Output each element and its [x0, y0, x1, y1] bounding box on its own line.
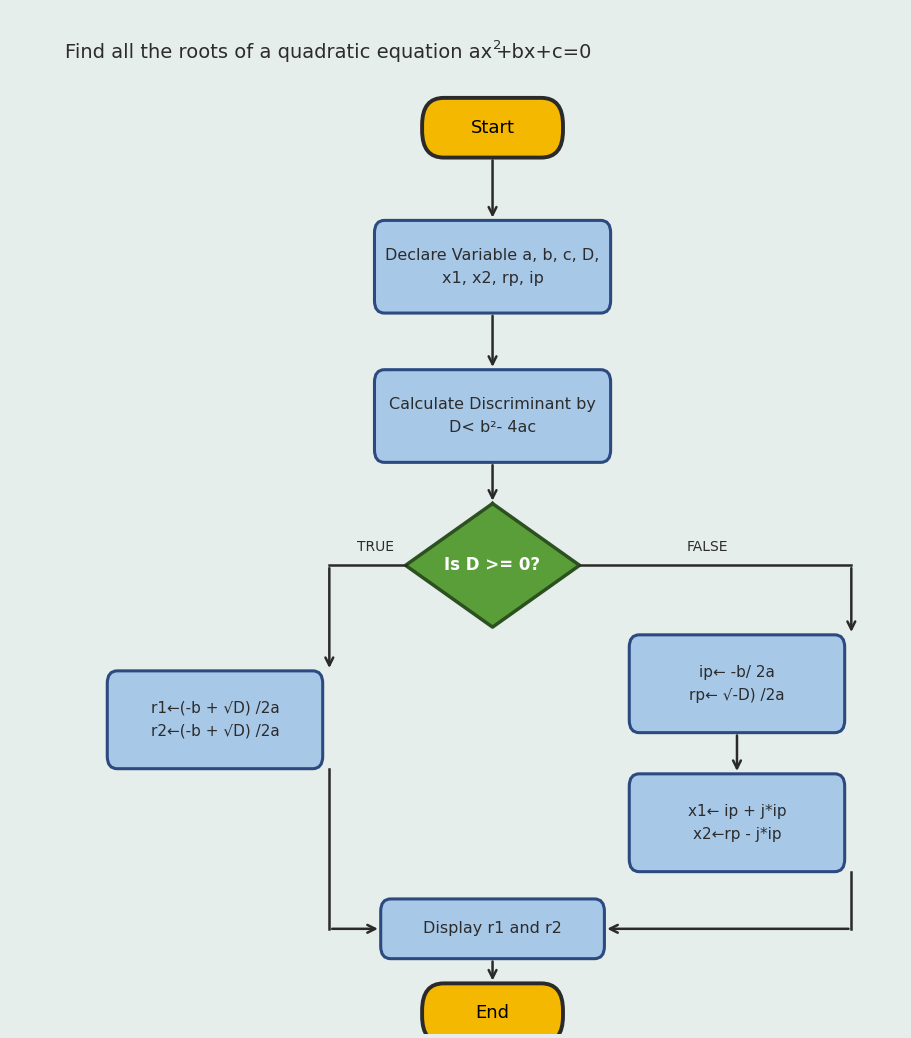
Text: +bx+c=0: +bx+c=0 — [496, 44, 592, 62]
Text: 2: 2 — [493, 39, 501, 52]
Text: Find all the roots of a quadratic equation ax: Find all the roots of a quadratic equati… — [66, 44, 493, 62]
Text: ip← -b/ 2a
rp← √-D) /2a: ip← -b/ 2a rp← √-D) /2a — [689, 664, 784, 703]
Text: Calculate Discriminant by
D< b²- 4ac: Calculate Discriminant by D< b²- 4ac — [389, 397, 596, 435]
FancyBboxPatch shape — [630, 774, 844, 872]
FancyBboxPatch shape — [422, 983, 563, 1038]
FancyBboxPatch shape — [381, 899, 604, 959]
Text: Declare Variable a, b, c, D,
x1, x2, rp, ip: Declare Variable a, b, c, D, x1, x2, rp,… — [385, 247, 599, 285]
Text: FALSE: FALSE — [686, 540, 728, 554]
FancyBboxPatch shape — [630, 635, 844, 733]
Text: End: End — [476, 1004, 509, 1022]
Text: Display r1 and r2: Display r1 and r2 — [423, 922, 562, 936]
Text: x1← ip + j*ip
x2←rp - j*ip: x1← ip + j*ip x2←rp - j*ip — [688, 803, 786, 842]
FancyBboxPatch shape — [422, 98, 563, 158]
FancyBboxPatch shape — [107, 671, 322, 769]
Text: r1←(-b + √D) /2a
r2←(-b + √D) /2a: r1←(-b + √D) /2a r2←(-b + √D) /2a — [150, 701, 280, 739]
Text: Start: Start — [471, 118, 515, 137]
FancyBboxPatch shape — [374, 370, 610, 462]
Text: TRUE: TRUE — [357, 540, 394, 554]
FancyBboxPatch shape — [374, 220, 610, 313]
Text: Is D >= 0?: Is D >= 0? — [445, 556, 540, 574]
Polygon shape — [405, 503, 579, 627]
